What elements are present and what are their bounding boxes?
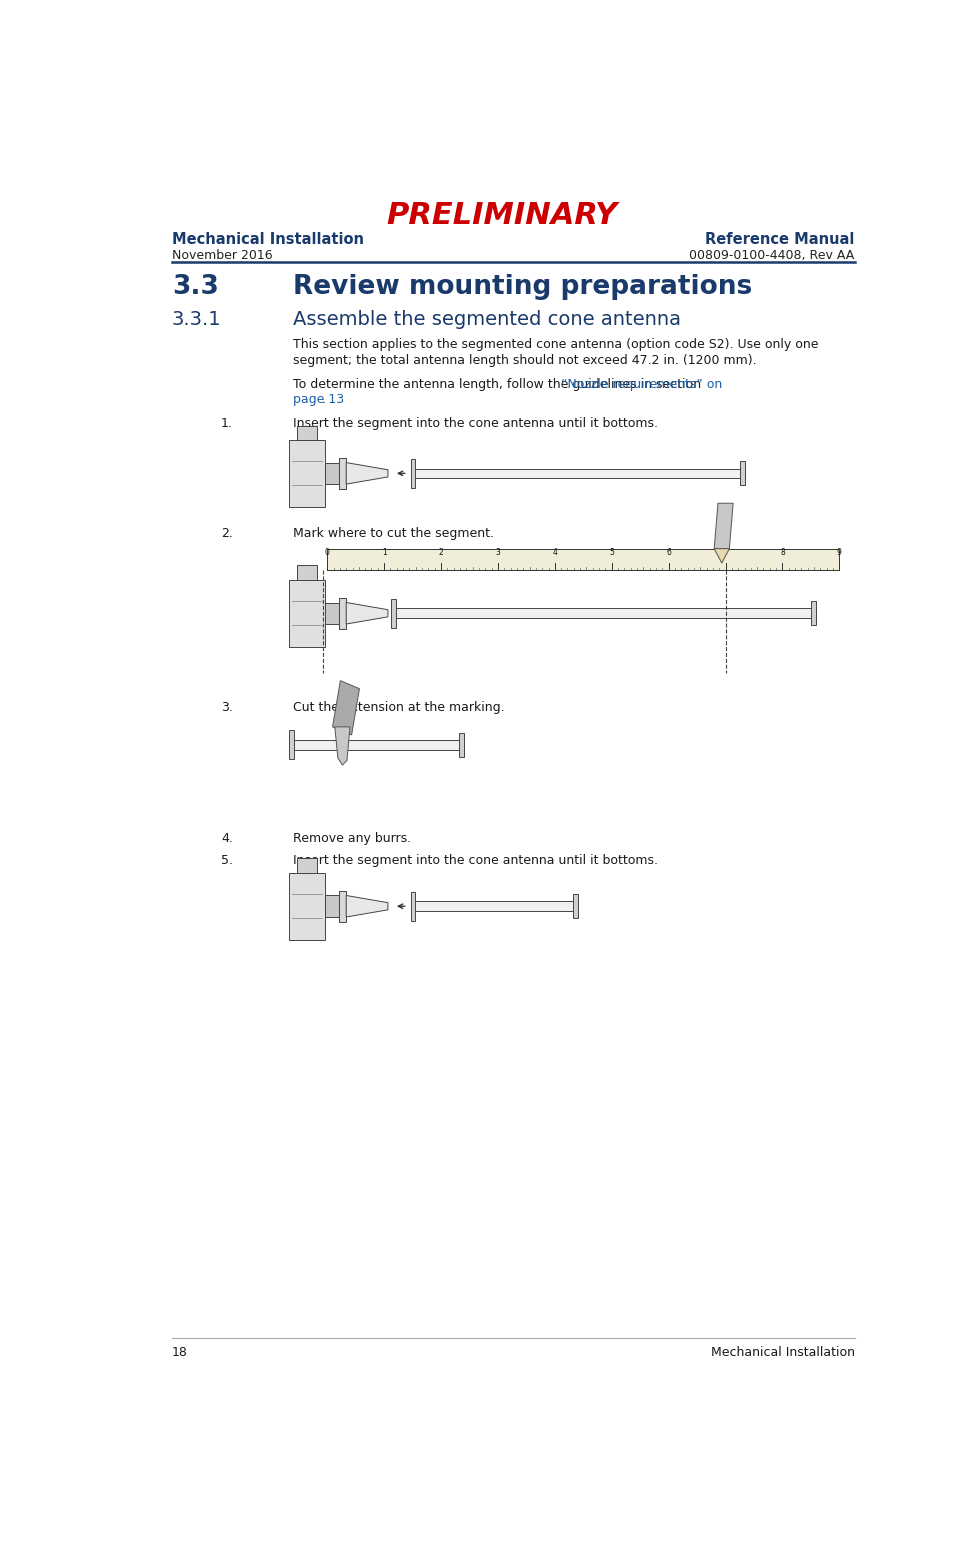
Text: segment; the total antenna length should not exceed 47.2 in. (1200 mm).: segment; the total antenna length should… <box>292 354 756 367</box>
Text: November 2016: November 2016 <box>171 248 272 261</box>
Polygon shape <box>346 463 387 485</box>
Text: 7: 7 <box>723 548 728 558</box>
Bar <box>739 461 743 485</box>
Text: To determine the antenna length, follow the guidelines in section: To determine the antenna length, follow … <box>292 377 704 391</box>
Bar <box>459 733 464 756</box>
Bar <box>572 895 577 918</box>
Text: 4: 4 <box>552 548 556 558</box>
Text: 2: 2 <box>438 548 443 558</box>
Bar <box>411 460 415 488</box>
Bar <box>811 601 815 626</box>
Text: 5: 5 <box>608 548 613 558</box>
Text: Reference Manual: Reference Manual <box>704 231 854 247</box>
Text: .: . <box>321 393 325 407</box>
Text: Mechanical Installation: Mechanical Installation <box>171 231 363 247</box>
Bar <box>395 609 815 618</box>
Bar <box>289 579 325 646</box>
Text: 1: 1 <box>381 548 386 558</box>
Bar <box>390 599 395 627</box>
Text: Mark where to cut the segment.: Mark where to cut the segment. <box>292 526 494 540</box>
Text: 1.: 1. <box>221 418 233 430</box>
Text: 8: 8 <box>779 548 784 558</box>
Polygon shape <box>713 503 733 548</box>
Text: Cut the extension at the marking.: Cut the extension at the marking. <box>292 700 505 713</box>
Text: Insert the segment into the cone antenna until it bottoms.: Insert the segment into the cone antenna… <box>292 418 657 430</box>
Bar <box>333 680 359 735</box>
Text: Review mounting preparations: Review mounting preparations <box>292 273 751 300</box>
Bar <box>415 469 743 478</box>
Text: page 13: page 13 <box>292 393 344 407</box>
Text: This section applies to the segmented cone antenna (option code S2). Use only on: This section applies to the segmented co… <box>292 339 818 351</box>
Text: 4.: 4. <box>221 832 233 845</box>
Text: “Nozzle requirements” on: “Nozzle requirements” on <box>560 377 722 391</box>
Text: 0: 0 <box>325 548 330 558</box>
Text: 6: 6 <box>666 548 670 558</box>
Polygon shape <box>334 727 350 766</box>
Bar <box>289 439 325 506</box>
Bar <box>296 565 317 579</box>
Bar <box>296 859 317 873</box>
Bar <box>289 730 293 759</box>
Bar <box>338 891 346 922</box>
Text: Insert the segment into the cone antenna until it bottoms.: Insert the segment into the cone antenna… <box>292 854 657 867</box>
Text: 18: 18 <box>171 1346 188 1359</box>
Polygon shape <box>346 603 387 624</box>
Bar <box>415 901 577 912</box>
Text: 5.: 5. <box>221 854 233 867</box>
Text: 2.: 2. <box>221 526 233 540</box>
Bar <box>293 741 464 750</box>
Bar <box>411 891 415 921</box>
Bar <box>338 458 346 489</box>
Text: 3: 3 <box>495 548 500 558</box>
Text: Remove any burrs.: Remove any burrs. <box>292 832 411 845</box>
Bar <box>289 873 325 940</box>
Bar <box>325 463 338 485</box>
Text: 3.3.1: 3.3.1 <box>171 309 221 329</box>
Text: 9: 9 <box>836 548 841 558</box>
Polygon shape <box>713 548 729 564</box>
Bar <box>325 603 338 624</box>
Bar <box>338 598 346 629</box>
Text: Mechanical Installation: Mechanical Installation <box>710 1346 854 1359</box>
Bar <box>327 548 838 570</box>
Text: 3.: 3. <box>221 700 233 713</box>
Text: 00809-0100-4408, Rev AA: 00809-0100-4408, Rev AA <box>689 248 854 261</box>
Bar <box>296 426 317 439</box>
Text: PRELIMINARY: PRELIMINARY <box>385 200 617 230</box>
Text: Assemble the segmented cone antenna: Assemble the segmented cone antenna <box>292 309 681 329</box>
Bar <box>325 896 338 916</box>
Polygon shape <box>346 896 387 916</box>
Text: 3.3: 3.3 <box>171 273 218 300</box>
